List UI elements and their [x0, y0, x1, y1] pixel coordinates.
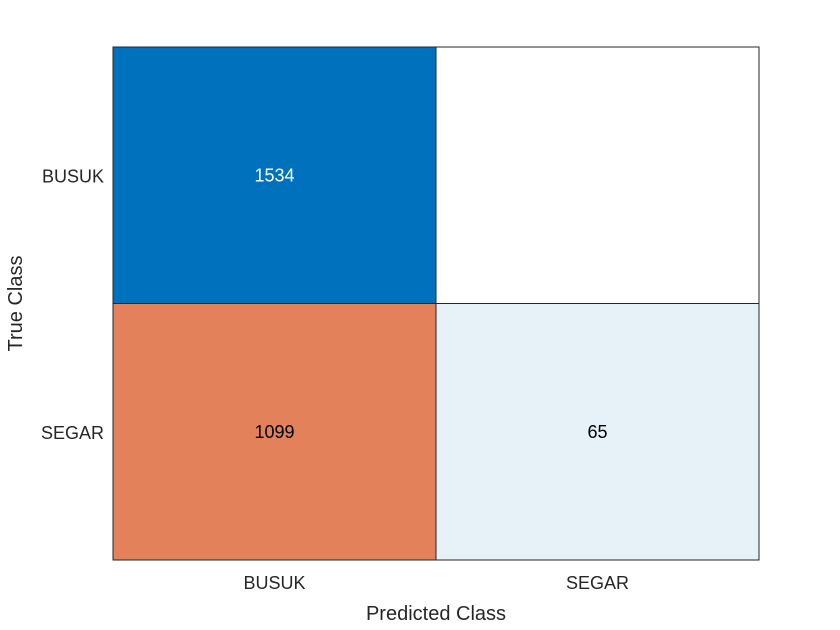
tick-labels-layer: BUSUK SEGAR BUSUK SEGAR	[41, 166, 629, 593]
matrix-cell-0-0	[112, 46, 437, 304]
matrix-cell-1-1	[435, 303, 760, 561]
cell-value-0-0: 1534	[254, 165, 294, 185]
cells-layer	[112, 46, 760, 561]
matrix-cell-1-0	[112, 303, 437, 561]
x-axis-label: Predicted Class	[366, 603, 506, 625]
cell-value-1-1: 65	[587, 422, 607, 442]
cell-labels-layer: 1534 1099 65	[254, 165, 607, 442]
x-tick-label-busuk: BUSUK	[243, 573, 305, 593]
y-tick-label-busuk: BUSUK	[42, 166, 104, 186]
y-tick-label-segar: SEGAR	[41, 423, 104, 443]
plot-frame	[112, 46, 760, 561]
x-tick-label-segar: SEGAR	[566, 573, 629, 593]
matrix-cell-0-1	[435, 46, 760, 304]
cell-value-1-0: 1099	[254, 422, 294, 442]
y-axis-label: True Class	[5, 256, 27, 352]
